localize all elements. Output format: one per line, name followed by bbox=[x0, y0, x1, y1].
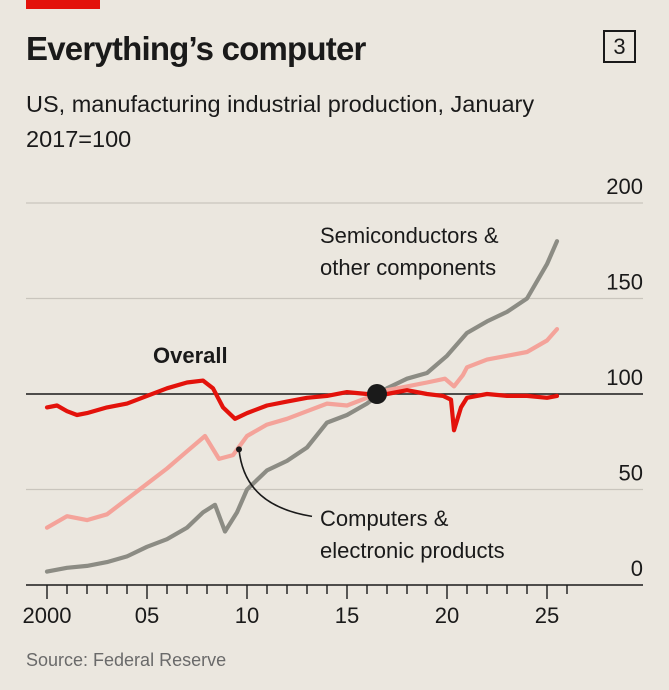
annotation-computers-leader bbox=[238, 449, 313, 518]
y-tick-label-0: 0 bbox=[631, 556, 643, 581]
y-tick-label-50: 50 bbox=[619, 461, 643, 486]
series-line-semiconductors-other-components bbox=[44, 239, 560, 574]
source-note: Source: Federal Reserve bbox=[26, 650, 227, 670]
y-tick-label-150: 150 bbox=[606, 270, 643, 295]
reference-point-marker bbox=[367, 384, 387, 404]
x-tick-label-2020: 20 bbox=[435, 603, 459, 628]
x-tick-label-2005: 05 bbox=[135, 603, 159, 628]
x-tick-label-2015: 15 bbox=[335, 603, 359, 628]
series-line-computers-electronic-products bbox=[44, 327, 560, 530]
annotation-overall: Overall bbox=[153, 343, 228, 368]
x-tick-label-2025: 25 bbox=[535, 603, 559, 628]
annotation-computers-dot bbox=[236, 446, 242, 453]
series-lines bbox=[44, 239, 560, 574]
x-tick-label-2010: 10 bbox=[235, 603, 259, 628]
annotations: Overall Semiconductors & other components C… bbox=[153, 223, 505, 563]
annotation-semiconductors: Semiconductors & other components bbox=[320, 223, 499, 280]
series-line-overall bbox=[44, 378, 560, 433]
x-axis: 2000 05 10 15 20 25 bbox=[23, 584, 643, 628]
economist-red-tag bbox=[26, 0, 100, 9]
annotation-computers: Computers & electronic products bbox=[320, 506, 505, 563]
chart-title: Everything’s computer bbox=[26, 30, 366, 67]
x-tick-label-2000: 2000 bbox=[23, 603, 72, 628]
y-axis-labels: 50 100 150 200 0 bbox=[606, 174, 643, 581]
chart-subtitle: US, manufacturing industrial production,… bbox=[26, 91, 535, 152]
chart-number-badge: 3 bbox=[603, 30, 636, 63]
y-tick-label-100: 100 bbox=[606, 365, 643, 390]
y-tick-label-200: 200 bbox=[606, 174, 643, 199]
